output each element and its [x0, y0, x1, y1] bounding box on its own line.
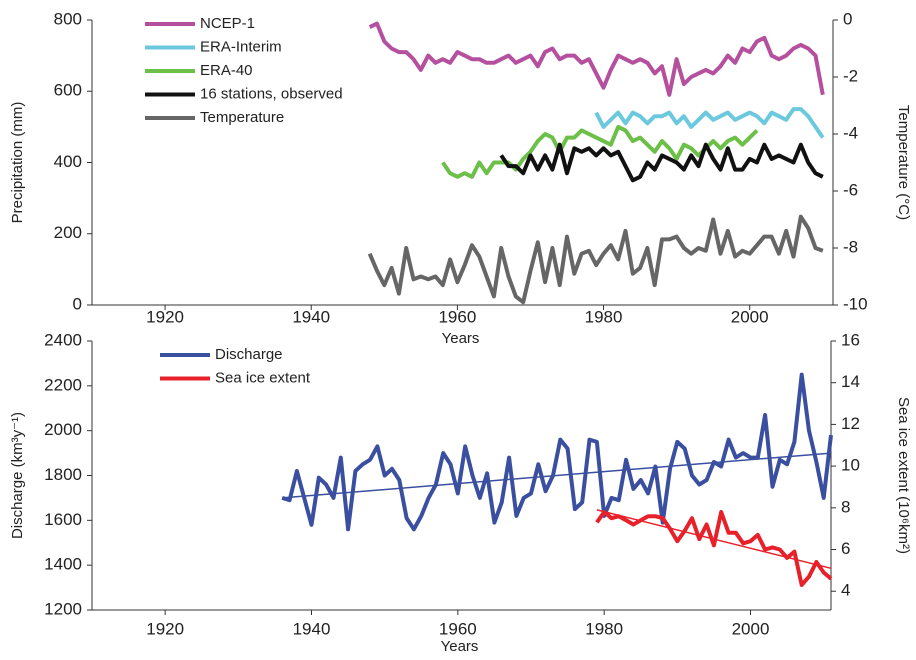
y2-tick-label: -6 — [843, 180, 858, 199]
x-tick-label: 1980 — [585, 307, 623, 326]
y2-tick-label: -8 — [843, 237, 858, 256]
legend-label: Temperature — [200, 109, 284, 126]
y-tick-label: 2000 — [44, 420, 82, 439]
legend-label: NCEP-1 — [200, 15, 255, 32]
y-tick-label: 2400 — [44, 330, 82, 349]
x-tick-label: 2000 — [731, 307, 769, 326]
y2-axis-title: Temperature (°C) — [895, 105, 912, 220]
data-line — [594, 107, 825, 139]
y-tick-label: 200 — [54, 223, 82, 242]
y2-tick-label: 14 — [841, 372, 860, 391]
y2-tick-label: -2 — [843, 66, 858, 85]
data-line — [367, 214, 824, 305]
y2-tick-label: 6 — [841, 539, 850, 558]
y2-tick-label: -10 — [843, 294, 868, 313]
y-tick-label: 800 — [54, 9, 82, 28]
y2-tick-label: 10 — [841, 456, 860, 475]
trend-line — [596, 509, 832, 570]
x-tick-label: 1980 — [585, 619, 623, 638]
data-line — [281, 372, 833, 532]
legend-label: Discharge — [215, 346, 283, 363]
x-tick-label: 1960 — [439, 619, 477, 638]
y-axis-title: Discharge (km³y⁻¹) — [9, 412, 26, 539]
x-tick-label: 1940 — [293, 619, 331, 638]
legend-label: Sea ice extent — [215, 369, 311, 386]
x-tick-label: 2000 — [732, 619, 770, 638]
y-tick-label: 600 — [54, 81, 82, 100]
y-tick-label: 1800 — [44, 465, 82, 484]
x-tick-label: 1960 — [438, 307, 476, 326]
y-tick-label: 400 — [54, 152, 82, 171]
y-tick-label: 1200 — [44, 599, 82, 618]
x-axis-title: Years — [442, 330, 480, 347]
y2-axis-title: Sea ice extent (10⁶km²) — [895, 397, 912, 554]
y-axis-title: Precipitation (mm) — [9, 102, 26, 224]
y2-tick-label: 16 — [841, 330, 860, 349]
y2-tick-label: 12 — [841, 414, 860, 433]
legend-label: 16 stations, observed — [200, 85, 343, 102]
trend-line — [282, 452, 832, 499]
x-tick-label: 1940 — [292, 307, 330, 326]
y2-tick-label: -4 — [843, 123, 858, 142]
legend-label: ERA-Interim — [200, 38, 282, 55]
x-tick-label: 1920 — [146, 619, 184, 638]
y-tick-label: 2200 — [44, 375, 82, 394]
data-line — [368, 21, 825, 97]
y-tick-label: 0 — [73, 294, 82, 313]
legend-label: ERA-40 — [200, 62, 253, 79]
y2-tick-label: 0 — [843, 9, 852, 28]
y-tick-label: 1600 — [44, 510, 82, 529]
data-line — [499, 142, 824, 183]
x-tick-label: 1920 — [146, 307, 184, 326]
data-line — [595, 510, 833, 587]
x-axis-title: Years — [441, 638, 479, 655]
y-tick-label: 1400 — [44, 555, 82, 574]
y2-tick-label: 8 — [841, 497, 850, 516]
y2-tick-label: 4 — [841, 581, 850, 600]
